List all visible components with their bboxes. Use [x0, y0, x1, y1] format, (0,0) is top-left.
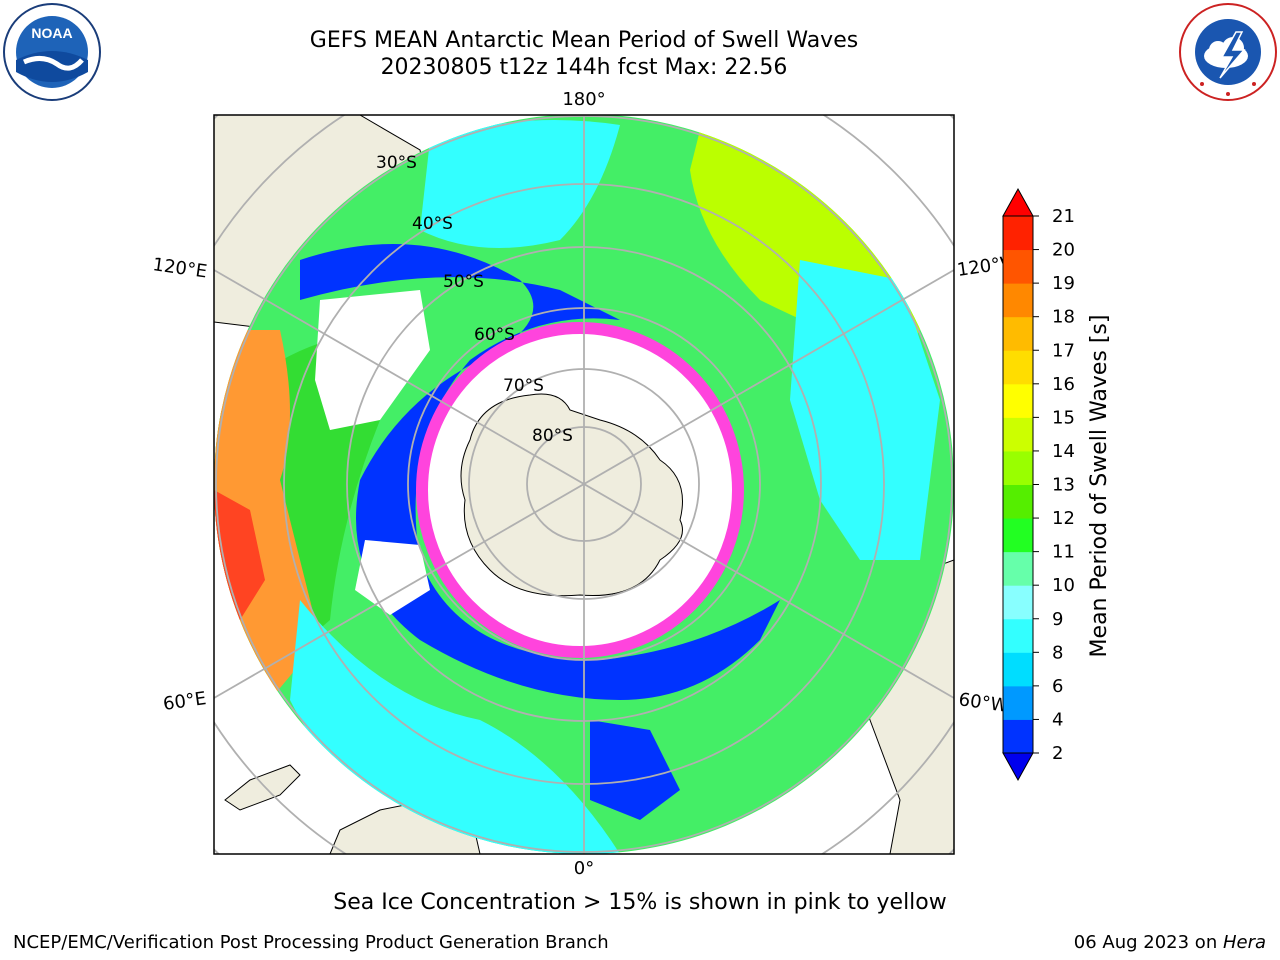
- colorbar-segment: [1003, 652, 1033, 687]
- colorbar-segment: [1003, 450, 1033, 485]
- chart-subtitle: 20230805 t12z 144h fcst Max: 22.56: [380, 55, 788, 80]
- lat-label-60s: 60°S: [474, 325, 515, 345]
- colorbar-tick-label: 18: [1052, 307, 1075, 328]
- noaa-logo: NOAA: [3, 3, 101, 101]
- colorbar-ticks: 2 4 6 8 9 10 11 12 13 14 15 16 17 18 19 20 21: [1033, 206, 1075, 764]
- colorbar-tick-label: 14: [1052, 441, 1075, 462]
- lon-label-0: 0°: [574, 858, 594, 879]
- nws-logo: [1179, 3, 1277, 101]
- field-ice-free-white-2: [355, 540, 430, 615]
- colorbar-tick-label: 15: [1052, 407, 1075, 428]
- colorbar-segment: [1003, 383, 1033, 418]
- colorbar-segment: [1003, 249, 1033, 284]
- colorbar-segment: [1003, 283, 1033, 318]
- colorbar-tick-label: 6: [1052, 676, 1063, 697]
- colorbar-segment: [1003, 350, 1033, 385]
- colorbar-tick-label: 21: [1052, 206, 1075, 227]
- sea-ice-note: Sea Ice Concentration > 15% is shown in …: [333, 890, 947, 915]
- colorbar-tick-label: 8: [1052, 642, 1063, 663]
- footer-left: NCEP/EMC/Verification Post Processing Pr…: [13, 932, 609, 953]
- colorbar-tick-label: 11: [1052, 542, 1075, 563]
- colorbar-tick-label: 2: [1052, 743, 1063, 764]
- colorbar-tick-label: 12: [1052, 508, 1075, 529]
- lat-label-80s: 80°S: [532, 426, 573, 446]
- colorbar-segment: [1003, 618, 1033, 653]
- footer-date: 06 Aug 2023 on: [1073, 932, 1223, 953]
- field-north-cyan: [420, 120, 620, 248]
- colorbar-segment: [1003, 585, 1033, 620]
- noaa-logo-text: NOAA: [31, 25, 72, 41]
- colorbar-tick-label: 17: [1052, 340, 1075, 361]
- colorbar-segment: [1003, 316, 1033, 351]
- lat-label-30s: 30°S: [376, 153, 417, 173]
- chart-title: GEFS MEAN Antarctic Mean Period of Swell…: [309, 28, 859, 53]
- colorbar-tick-label: 10: [1052, 575, 1075, 596]
- colorbar-segment: [1003, 484, 1033, 519]
- colorbar-under-arrow: [1002, 752, 1034, 782]
- lat-label-70s: 70°S: [503, 376, 544, 396]
- graticule: [214, 115, 954, 854]
- colorbar-segments: [1002, 187, 1034, 782]
- colorbar-segment: [1003, 417, 1033, 452]
- colorbar-tick-label: 13: [1052, 475, 1075, 496]
- lon-label-180: 180°: [562, 89, 605, 110]
- lat-label-40s: 40°S: [412, 214, 453, 234]
- colorbar-tick-label: 4: [1052, 709, 1063, 730]
- colorbar-over-arrow: [1002, 187, 1034, 217]
- field-east-cyan: [790, 260, 940, 560]
- colorbar-segment: [1003, 685, 1033, 720]
- colorbar-tick-label: 19: [1052, 273, 1075, 294]
- colorbar-tick-label: 16: [1052, 374, 1075, 395]
- field-ice-free-white: [315, 290, 430, 430]
- madagascar-land: [224, 764, 301, 811]
- footer-right: 06 Aug 2023 on Hera: [1074, 932, 1266, 953]
- colorbar-segment: [1003, 518, 1033, 553]
- lat-label-50s: 50°S: [443, 272, 484, 292]
- field-south-blue: [590, 720, 680, 820]
- colorbar-segment: [1003, 719, 1033, 754]
- colorbar-segment: [1003, 216, 1033, 251]
- colorbar-tick-label: 9: [1052, 609, 1063, 630]
- colorbar-segment: [1003, 551, 1033, 586]
- colorbar-label: Mean Period of Swell Waves [s]: [1087, 315, 1112, 658]
- footer-host: Hera: [1222, 932, 1266, 953]
- colorbar-tick-label: 20: [1052, 240, 1075, 261]
